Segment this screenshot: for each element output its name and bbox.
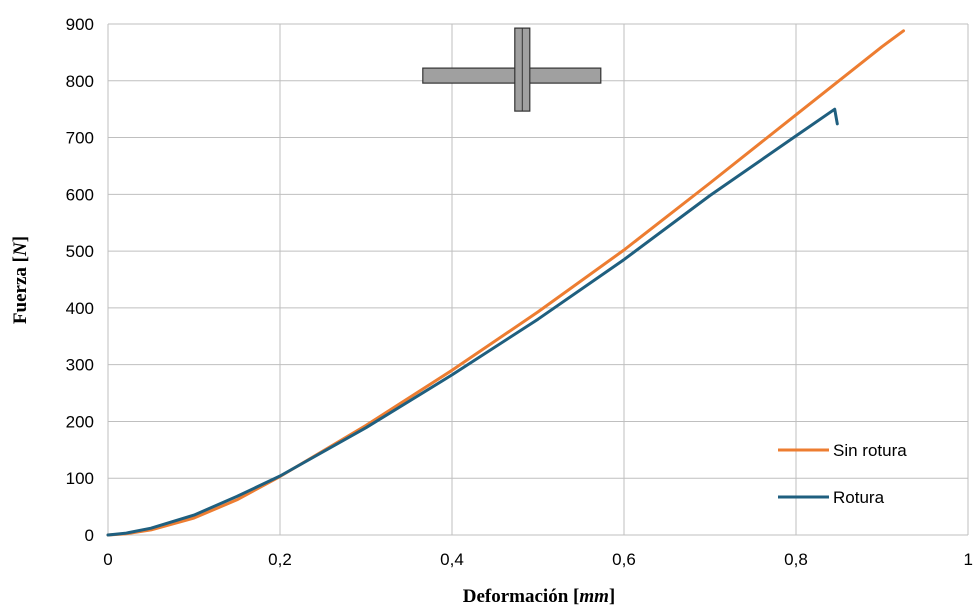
y-tick-label: 800 — [66, 72, 94, 91]
series-line-rotura — [106, 107, 839, 537]
y-tick-label: 900 — [66, 15, 94, 34]
x-tick-label: 0 — [103, 550, 112, 569]
cross-specimen-icon — [422, 27, 602, 112]
legend-label: Sin rotura — [833, 441, 907, 460]
x-tick-label: 0,8 — [784, 550, 808, 569]
y-tick-label: 500 — [66, 242, 94, 261]
legend-label: Rotura — [833, 488, 885, 507]
y-tick-label: 300 — [66, 356, 94, 375]
x-tick-label: 0,4 — [440, 550, 464, 569]
y-tick-label: 100 — [66, 469, 94, 488]
y-tick-label: 200 — [66, 412, 94, 431]
specimen-horizontal-bar — [422, 67, 602, 84]
y-tick-label: 700 — [66, 129, 94, 148]
tick-labels: 0 100 200 300 400 500 600 700 800 900 0 0,2 0,4 0,6 0,… — [66, 15, 973, 569]
x-tick-label: 0,2 — [268, 550, 292, 569]
x-axis-title: Deformación [mm] — [463, 586, 616, 607]
y-axis-title: Fuerza [N] — [10, 236, 31, 324]
series-line-sin-rotura — [106, 29, 905, 537]
series-layer — [106, 29, 905, 537]
y-tick-label: 0 — [85, 526, 94, 545]
y-tick-label: 600 — [66, 185, 94, 204]
x-tick-label: 1 — [964, 550, 973, 569]
x-tick-label: 0,6 — [612, 550, 636, 569]
y-tick-label: 400 — [66, 299, 94, 318]
legend: Sin rotura Rotura — [778, 441, 907, 507]
grid — [107, 23, 969, 536]
